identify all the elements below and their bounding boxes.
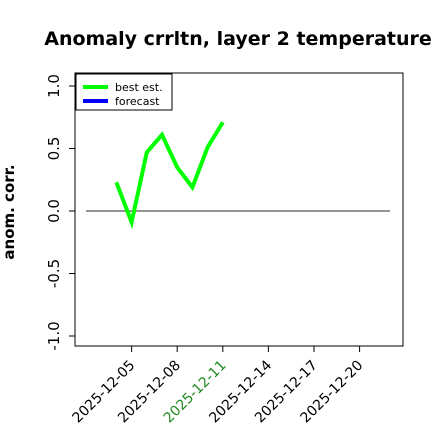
series-line-best-est bbox=[114, 121, 225, 230]
y-tick-label: -1.0 bbox=[45, 321, 63, 350]
legend-label-forecast: forecast bbox=[115, 95, 160, 108]
y-tick-label: 0.5 bbox=[45, 137, 63, 161]
y-axis-label: anom. corr. bbox=[0, 164, 18, 259]
y-tick-label: 0.0 bbox=[45, 199, 63, 223]
chart-title: Anomaly crrltn, layer 2 temperature bbox=[44, 28, 432, 50]
y-tick-label: -0.5 bbox=[45, 259, 63, 288]
legend-box bbox=[75, 73, 173, 111]
plot-area bbox=[74, 72, 404, 347]
y-tick-label: 1.0 bbox=[45, 74, 63, 98]
legend-label-best-est: best est. bbox=[115, 81, 163, 94]
legend: best est. forecast bbox=[75, 73, 173, 111]
